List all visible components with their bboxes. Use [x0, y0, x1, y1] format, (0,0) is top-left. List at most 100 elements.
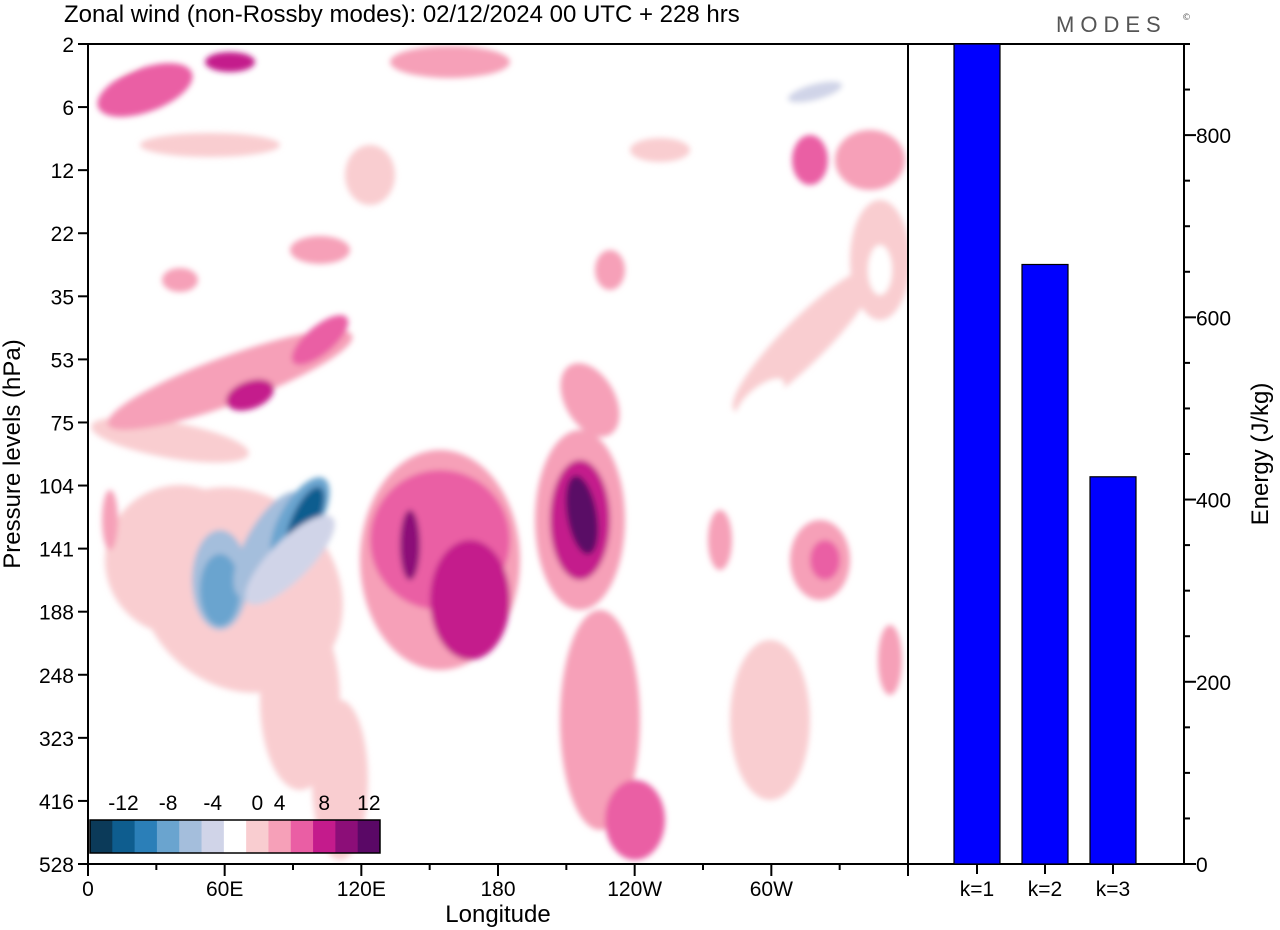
y-tick-label: 53 — [51, 349, 74, 372]
y-tick-label: 416 — [39, 791, 74, 814]
colorbar-swatch — [201, 820, 225, 853]
y-tick-label: 22 — [51, 223, 74, 246]
colorbar-label: 12 — [357, 792, 380, 815]
colorbar-swatch — [223, 820, 247, 853]
heatmap-contour — [290, 236, 350, 264]
y-tick-label: 141 — [39, 539, 74, 562]
x-tick-label: 180 — [480, 878, 515, 901]
colorbar-swatch — [246, 820, 269, 853]
colorbar-swatch — [290, 820, 314, 853]
heatmap-contour — [835, 130, 905, 190]
x-axis-ticks: 0 60E 120E 180 120W 60W — [82, 864, 909, 901]
brand-text: MODES — [1056, 12, 1167, 37]
heatmap-contour — [792, 135, 828, 185]
heatmap-contour — [245, 515, 335, 605]
colorbar-label: -12 — [108, 792, 138, 815]
heatmap-contour — [345, 145, 395, 205]
y-axis-title: Pressure levels (hPa) — [0, 339, 26, 568]
heatmap-contour — [565, 475, 599, 555]
heatmap-contour — [810, 540, 840, 580]
heatmap-contour — [140, 133, 280, 157]
colorbar-swatch — [268, 820, 292, 853]
heatmap-contour — [605, 780, 665, 860]
y-tick-label: 2 — [62, 34, 74, 57]
colorbar-swatch — [335, 820, 359, 853]
y-tick-label: 528 — [39, 854, 74, 877]
y-tick-label: 12 — [51, 160, 74, 183]
energy-bar-k=1 — [953, 43, 1001, 865]
y-tick-label: 75 — [51, 412, 74, 435]
heatmap-contour — [200, 554, 240, 626]
heatmap-contour — [730, 640, 810, 800]
colorbar-label: -8 — [159, 792, 178, 815]
energy-x-tick-label: k=2 — [1028, 878, 1062, 901]
y-tick-label: 6 — [62, 97, 74, 120]
colorbar: -12 -8 -4 0 4 8 12 — [89, 792, 381, 854]
y-tick-label: 188 — [39, 602, 74, 625]
colorbar-swatch — [156, 820, 180, 853]
energy-x-axis-ticks: k=1 k=2 k=3 — [960, 864, 1130, 901]
heatmap-panel: -12 -8 -4 0 4 8 12 0 60E 120E 180 120W 60W 26122235… — [0, 34, 909, 928]
x-tick-label: 120E — [337, 878, 386, 901]
x-tick-label: 120W — [607, 878, 662, 901]
colorbar-swatch — [134, 820, 158, 853]
y-tick-label: 248 — [39, 665, 74, 688]
heatmap-contour — [226, 379, 274, 411]
heatmap-contour — [595, 250, 625, 290]
energy-x-tick-label: k=1 — [960, 878, 994, 901]
energy-y-tick-label: 0 — [1196, 854, 1208, 877]
x-tick-label: 0 — [82, 878, 94, 901]
energy-axis-title: Energy (J/kg) — [1247, 383, 1274, 526]
colorbar-label: 0 — [251, 792, 263, 815]
energy-y-tick-label: 800 — [1196, 125, 1231, 148]
energy-y-tick-label: 600 — [1196, 307, 1231, 330]
heatmap-contour — [878, 625, 902, 695]
energy-y-tick-label: 200 — [1196, 672, 1231, 695]
heatmap-contour — [88, 46, 138, 74]
heatmap-contour — [735, 378, 785, 422]
y-tick-label: 104 — [39, 476, 74, 499]
energy-bar-k=2 — [1021, 263, 1069, 865]
y-tick-label: 35 — [51, 286, 74, 309]
y-axis-ticks: 2 6 12 22 35 53 75 104 141 188 248 323 416 528 — [39, 34, 88, 877]
x-axis-title: Longitude — [445, 901, 550, 928]
brand-logo: MODES © — [1056, 12, 1191, 37]
heatmap-contour — [205, 52, 255, 72]
chart-title: Zonal wind (non-Rossby modes): 02/12/202… — [64, 1, 740, 28]
brand-mark: © — [1182, 13, 1191, 23]
y-tick-label: 323 — [39, 728, 74, 751]
heatmap-contour — [630, 138, 690, 162]
heatmap-contour — [88, 243, 100, 287]
energy-y-axis-ticks: 0 200 400 600 800 — [1184, 43, 1231, 877]
heatmap-contour — [708, 510, 732, 570]
energy-x-tick-label: k=3 — [1096, 878, 1130, 901]
heatmap-contour — [560, 610, 640, 830]
heatmap-contour — [430, 540, 510, 660]
colorbar-frame — [89, 819, 381, 854]
colorbar-swatch — [313, 820, 336, 853]
heatmap-contour — [560, 363, 620, 437]
heatmap-contour — [787, 81, 843, 103]
colorbar-label: -4 — [203, 792, 222, 815]
heatmap-contour — [291, 315, 349, 365]
energy-y-tick-label: 400 — [1196, 490, 1231, 513]
heatmap-field — [88, 46, 908, 860]
energy-panel: 0 200 400 600 800 k=1 k=2 k=3 Energy (J/kg) — [907, 43, 1274, 901]
heatmap-contour — [390, 46, 510, 78]
colorbar-swatch — [357, 820, 381, 853]
colorbar-swatch — [90, 820, 113, 853]
colorbar-swatch — [112, 820, 136, 853]
energy-bars — [953, 43, 1137, 865]
colorbar-label: 8 — [318, 792, 330, 815]
heatmap-contour — [732, 267, 878, 413]
colorbar-label: 4 — [274, 792, 286, 815]
heatmap-contour — [102, 490, 118, 550]
heatmap-contour — [97, 63, 193, 117]
energy-bar-k=3 — [1089, 476, 1137, 865]
x-tick-label: 60W — [750, 878, 793, 901]
heatmap-contour — [400, 510, 420, 580]
colorbar-swatch — [179, 820, 203, 853]
x-tick-label: 60E — [206, 878, 243, 901]
heatmap-contour — [107, 330, 353, 430]
